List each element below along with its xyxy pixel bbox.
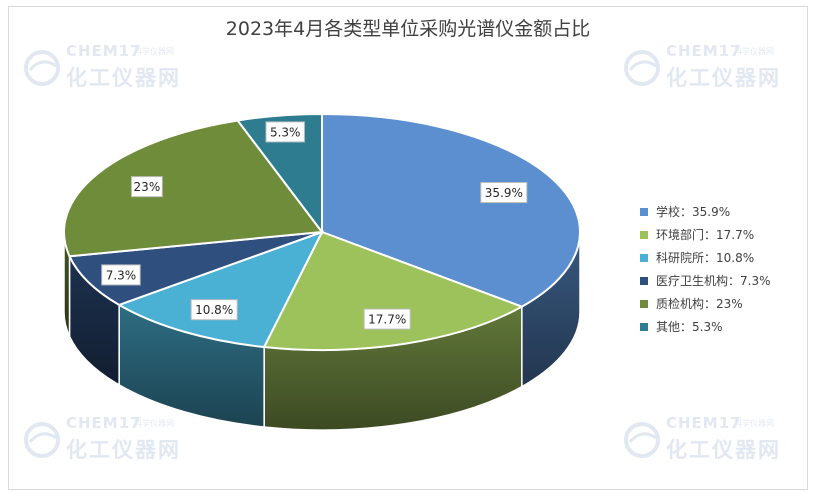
data-label: 10.8% <box>195 303 233 317</box>
watermark-name: 化工仪器网 <box>666 66 781 90</box>
legend-swatch <box>640 207 648 216</box>
pie-slice <box>116 230 325 349</box>
watermark-tagline: 科学仪器网 <box>734 47 774 56</box>
legend-label: 其他：5.3% <box>656 320 723 334</box>
watermark-name: 化工仪器网 <box>66 438 181 462</box>
watermark: CHEM17 科学仪器网 化工仪器网 <box>622 40 812 100</box>
watermark-logo-icon <box>24 422 60 458</box>
watermark-tagline: 科学仪器网 <box>134 47 174 56</box>
watermark-logo-icon <box>24 50 60 86</box>
data-label: 5.3% <box>270 125 301 139</box>
watermark-brand: CHEM17 <box>666 42 742 60</box>
legend-label: 科研院所：10.8% <box>656 251 755 265</box>
watermark-brand: CHEM17 <box>66 414 142 432</box>
pie-slice <box>235 112 323 235</box>
data-label-box <box>190 299 238 321</box>
legend-swatch <box>640 322 648 331</box>
watermark-brand: CHEM17 <box>66 42 142 60</box>
data-label: 35.9% <box>485 186 523 200</box>
legend-label: 质检机构：23% <box>656 297 743 311</box>
chart-legend: 学校：35.9% 环境部门：17.7% 科研院所：10.8% 医疗卫生机构：7.3% 质… <box>640 200 771 338</box>
data-label: 23% <box>134 180 161 194</box>
legend-label: 学校：35.9% <box>656 205 731 219</box>
pie-slice <box>63 119 324 258</box>
watermark: CHEM17 科学仪器网 化工仪器网 <box>22 40 212 100</box>
legend-item: 科研院所：10.8% <box>640 246 771 269</box>
watermark-tagline: 科学仪器网 <box>134 419 174 428</box>
legend-item: 医疗卫生机构：7.3% <box>640 269 771 292</box>
watermark: CHEM17 科学仪器网 化工仪器网 <box>22 412 212 472</box>
chart-title: 2023年4月各类型单位采购光谱仪金额占比 <box>225 18 591 40</box>
legend-item: 学校：35.9% <box>640 200 771 223</box>
pie-slice <box>321 112 581 308</box>
data-label-box <box>130 176 163 198</box>
watermark-logo-icon <box>624 50 660 86</box>
data-label: 17.7% <box>368 313 406 327</box>
watermark-brand: CHEM17 <box>666 414 742 432</box>
data-label-box <box>265 121 305 143</box>
legend-swatch <box>640 230 648 239</box>
data-label: 7.3% <box>106 268 137 282</box>
legend-swatch <box>640 276 648 285</box>
legend-item: 环境部门：17.7% <box>640 223 771 246</box>
legend-item: 其他：5.3% <box>640 315 771 338</box>
data-label-box <box>101 264 141 286</box>
legend-label: 环境部门：17.7% <box>656 228 755 242</box>
watermark-tagline: 科学仪器网 <box>734 419 774 428</box>
watermark-name: 化工仪器网 <box>666 438 781 462</box>
data-label-box <box>363 308 411 330</box>
pie-slice <box>262 230 525 351</box>
legend-label: 医疗卫生机构：7.3% <box>656 274 771 288</box>
legend-item: 质检机构：23% <box>640 292 771 315</box>
data-label-box <box>480 182 528 204</box>
legend-swatch <box>640 253 648 262</box>
watermark-logo-icon <box>624 422 660 458</box>
watermark-name: 化工仪器网 <box>66 66 181 90</box>
watermark: CHEM17 科学仪器网 化工仪器网 <box>622 412 812 472</box>
legend-swatch <box>640 299 648 308</box>
